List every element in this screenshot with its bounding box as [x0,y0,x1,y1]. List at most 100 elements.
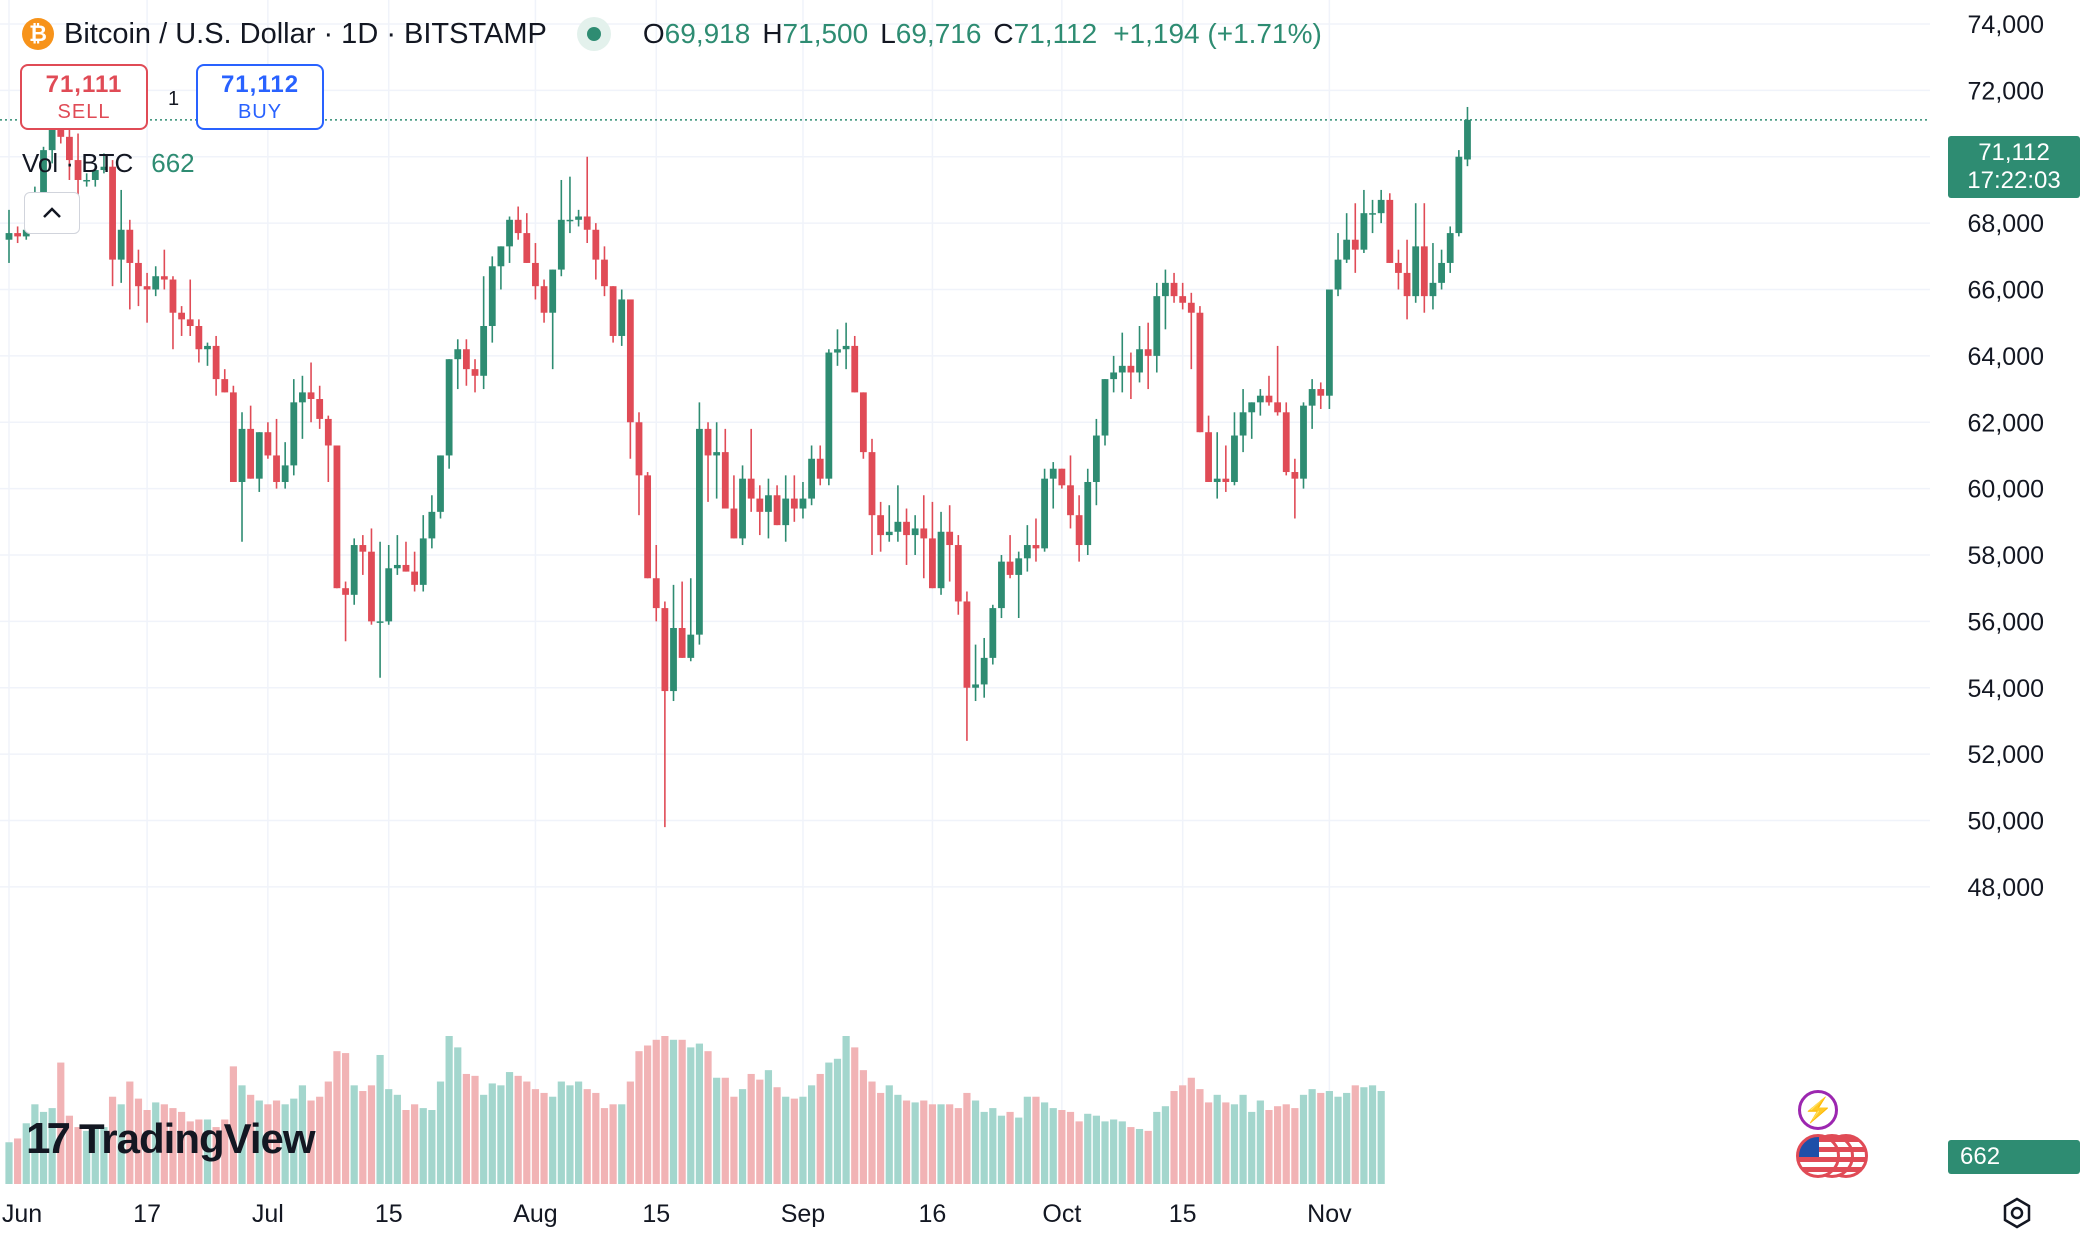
candle [1170,272,1178,303]
volume-bar [937,1104,945,1184]
sell-button[interactable]: 71,111 SELL [20,64,148,130]
candle [972,644,979,702]
candle-body [790,498,798,509]
candle-body [1464,119,1471,160]
volume-bar [1015,1117,1023,1184]
time-axis: Jun 17 Jul 15 Aug 15 Sep 16 Oct 15 Nov [2,1200,1352,1228]
candle-body [169,279,177,313]
collapse-legend-button[interactable] [24,192,80,234]
volume-bar [618,1104,626,1184]
candle [583,156,591,244]
sell-price: 71,111 [45,70,123,98]
candle [1265,375,1273,406]
candle-body [1325,289,1333,396]
candle-body [1179,296,1187,303]
volume-bar [1282,1104,1290,1184]
candle-body [859,392,867,453]
volume-bar [635,1051,643,1184]
ohlc-values: O 69,918 H 71,500 L 69,716 C 71,112 +1,194 (… [631,18,1322,50]
volume-bar [221,1119,229,1184]
candle-body [1343,239,1351,260]
candle [324,415,332,482]
volume-bar [1179,1085,1187,1184]
candle-body [825,352,833,479]
candle-body [359,545,367,552]
time-tick-label: 15 [642,1200,670,1228]
volume-bar [842,1036,850,1184]
volume-bar [1135,1128,1144,1184]
volume-bar [523,1081,531,1184]
volume-bar [1351,1085,1359,1184]
volume-bar [126,1081,134,1184]
candle [238,412,246,542]
volume-bar [782,1096,790,1184]
volume-bar [747,1073,755,1184]
market-open-dot[interactable] [576,17,611,51]
candle-body [1412,246,1420,297]
candle [402,541,410,572]
candle-body [1334,259,1342,290]
volume-bar [350,1085,358,1184]
symbol-legend[interactable]: ₿ Bitcoin / U.S. Dollar · 1D · BITSTAMP … [22,12,1322,56]
candle-body [1101,379,1109,436]
candle [1317,382,1325,409]
candle [1464,106,1471,167]
candle [523,213,531,263]
candle-body [445,359,453,456]
candle-body [1386,199,1394,263]
candle-body [385,568,393,622]
candle [1325,289,1333,409]
candle-body [74,160,82,180]
candle [273,418,280,489]
candle [652,545,660,622]
volume-legend[interactable]: Vol · BTC 662 [22,148,195,179]
candle [1222,445,1230,492]
volume-bar [549,1096,557,1184]
symbol-title[interactable]: Bitcoin / U.S. Dollar · 1D · BITSTAMP [64,17,547,50]
volume-bar [514,1075,522,1184]
candle-body [687,634,695,658]
candle [609,286,617,343]
volume-bar [790,1098,798,1184]
volume-bar [971,1100,980,1184]
volume-bar [1101,1121,1109,1184]
volume-bar [324,1081,332,1184]
volume-bar [989,1108,997,1184]
volume-bar [894,1094,902,1184]
candle [229,385,237,482]
volume-bar [108,1096,117,1184]
candle [678,581,686,658]
low-value: 69,716 [895,18,982,49]
price-tick-label: 60,000 [1968,476,2044,504]
candle [1438,249,1445,290]
volume-bar [367,1085,376,1184]
tradingview-logo[interactable]: 17 TradingView [26,1114,316,1164]
candle-body [1291,472,1299,479]
candle [333,445,341,589]
lightning-icon[interactable]: ⚡ [1798,1090,1838,1130]
candle [1334,233,1342,297]
candle-body [523,233,531,263]
bar-countdown: 17:22:03 [1967,167,2061,194]
candle [419,515,427,592]
economic-events[interactable] [1796,1134,1876,1180]
candle-body [618,299,626,336]
candle [1412,203,1420,303]
candle-body [83,179,91,182]
candle [601,246,608,297]
candle-body [1420,246,1428,297]
candle [454,339,462,390]
candle [885,505,893,542]
candle-body [1075,515,1083,546]
volume-bar [100,1127,108,1184]
candle [644,472,652,579]
candle-body [773,495,781,526]
volume-bar [738,1089,747,1184]
candle [169,276,177,350]
gear-icon[interactable] [2000,1196,2034,1230]
candle [1446,226,1454,273]
candle [790,475,798,522]
buy-button[interactable]: 71,112 BUY [196,64,324,130]
candle-body [575,216,582,220]
